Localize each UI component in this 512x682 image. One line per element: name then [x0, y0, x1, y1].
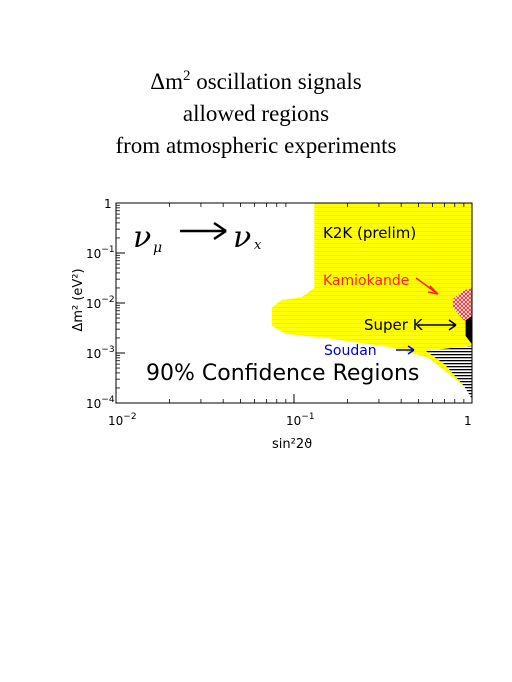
kamiokande-label: Kamiokande [323, 273, 409, 289]
y-axis-label: Δm² (eV²) [71, 268, 86, 331]
kamiokande-arrow [415, 277, 439, 295]
soudan-label: Soudan [324, 343, 377, 359]
title-line-2: allowed regions [182, 101, 330, 126]
y-tick-label: 10−2 [86, 295, 115, 311]
y-tick-label: 10−1 [86, 245, 115, 261]
title-line-3: from atmospheric experiments [115, 133, 397, 158]
svg-text:x: x [254, 238, 262, 253]
title-line-1: Δm2 oscillation signals [150, 68, 362, 94]
channel-label: ν μ ν x [133, 220, 262, 256]
y-tick-label: 10−3 [86, 345, 115, 361]
superk-label: Super K [364, 316, 424, 334]
k2k-region [271, 203, 472, 393]
x-tick-label: 10−1 [286, 412, 315, 428]
x-tick-label: 1 [464, 414, 472, 428]
kamiokande-region [452, 287, 472, 323]
y-tick-label: 1 [104, 197, 112, 211]
superk-region [465, 316, 472, 345]
soudan-arrow [396, 345, 415, 355]
y-tick-label: 10−4 [86, 395, 115, 411]
x-tick-label: 10−2 [108, 412, 137, 428]
superk-arrow [418, 319, 457, 331]
x-axis-label: sin²2ϑ [272, 437, 312, 452]
confidence-regions-label: 90% Confidence Regions [146, 361, 419, 386]
svg-text:ν: ν [133, 220, 151, 255]
k2k-label: K2K (prelim) [323, 224, 416, 242]
svg-text:ν: ν [233, 220, 251, 255]
svg-text:μ: μ [153, 240, 162, 256]
soudan-region [425, 345, 472, 399]
page-title: Δm2 oscillation signals allowed regions … [0, 60, 512, 162]
